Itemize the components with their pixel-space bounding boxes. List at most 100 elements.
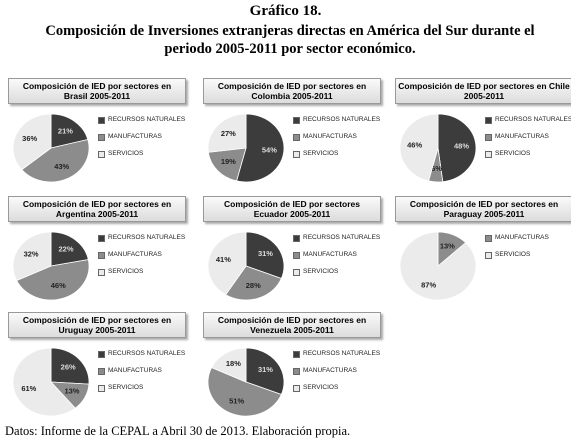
legend-item: SERVICIOS xyxy=(485,150,571,158)
legend-label: MANUFACTURAS xyxy=(108,367,162,374)
chart-panel: Composición de IED por sectores en Venez… xyxy=(201,312,383,424)
legend-item: SERVICIOS xyxy=(293,384,383,392)
legend-item: SERVICIOS xyxy=(485,251,571,259)
legend-swatch xyxy=(485,235,492,242)
pie-slice xyxy=(50,347,90,385)
chart-title: Composición de IED por sectores en Parag… xyxy=(395,196,571,222)
pie-chart: 26% 13% 61% xyxy=(12,347,90,417)
legend-item: SERVICIOS xyxy=(98,384,188,392)
legend-swatch xyxy=(98,134,105,141)
legend-item: MANUFACTURAS xyxy=(293,251,383,259)
pie-chart: 54% 19% 27% xyxy=(207,113,285,183)
chart-title: Composición de IED por sectores en Chile… xyxy=(395,78,571,104)
legend-swatch xyxy=(293,368,300,375)
pie-slice xyxy=(245,231,285,280)
legend-swatch xyxy=(293,269,300,276)
slice-label: 19% xyxy=(221,157,236,166)
chart-panel: Composición de IED por sectores en Brasi… xyxy=(6,78,188,190)
legend-swatch xyxy=(98,235,105,242)
slice-label: 18% xyxy=(226,359,241,368)
legend-swatch xyxy=(485,151,492,158)
legend-item: MANUFACTURAS xyxy=(98,133,188,141)
slice-label: 46% xyxy=(51,281,66,290)
legend: RECURSOS NATURALES MANUFACTURAS SERVICIOS xyxy=(98,234,188,285)
legend-label: SERVICIOS xyxy=(303,268,339,275)
pie-slice xyxy=(207,113,247,153)
chart-panel: Composición de IED por sectores en Colom… xyxy=(201,78,383,190)
legend-item: SERVICIOS xyxy=(293,150,383,158)
slice-label: 32% xyxy=(24,250,39,259)
legend-swatch xyxy=(293,151,300,158)
legend-item: RECURSOS NATURALES xyxy=(485,116,571,124)
legend-label: RECURSOS NATURALES xyxy=(108,116,186,123)
legend-swatch xyxy=(293,351,300,358)
legend-label: MANUFACTURAS xyxy=(303,251,357,258)
legend: RECURSOS NATURALES MANUFACTURAS SERVICIOS xyxy=(293,234,383,285)
legend-item: SERVICIOS xyxy=(98,268,188,276)
chart-panel: Composición de IED por sectores en Urugu… xyxy=(6,312,188,424)
chart-panel: Composición de IED por sectores en Chile… xyxy=(393,78,571,190)
pie-slice xyxy=(50,231,89,267)
legend-item: MANUFACTURAS xyxy=(485,234,571,242)
slice-label: 27% xyxy=(221,129,236,138)
legend-label: SERVICIOS xyxy=(303,384,339,391)
slice-label: 6% xyxy=(431,164,442,173)
legend-label: SERVICIOS xyxy=(108,384,144,391)
figure-subtitle: Composición de Inversiones extranjeras d… xyxy=(45,23,535,57)
chart-panel: Composición de IED por sectores Ecuador … xyxy=(201,196,383,308)
pie-slice xyxy=(225,265,282,301)
legend-label: MANUFACTURAS xyxy=(303,367,357,374)
legend-item: MANUFACTURAS xyxy=(293,133,383,141)
pie-chart: 31% 51% 18% xyxy=(207,347,285,417)
pie-slice xyxy=(16,259,90,301)
slice-label: 43% xyxy=(54,162,69,171)
pie-slice xyxy=(12,231,52,281)
chart-title: Composición de IED por sectores en Brasi… xyxy=(8,78,186,104)
legend: RECURSOS NATURALES MANUFACTURAS SERVICIOS xyxy=(293,116,383,167)
pie-slice xyxy=(236,113,285,183)
chart-title: Composición de IED por sectores en Colom… xyxy=(203,78,381,104)
chart-panel: Composición de IED por sectores en Argen… xyxy=(6,196,188,308)
legend-label: RECURSOS NATURALES xyxy=(495,116,571,123)
slice-label: 26% xyxy=(61,363,76,372)
legend-label: MANUFACTURAS xyxy=(108,251,162,258)
source-note: Datos: Informe de la CEPAL a Abril 30 de… xyxy=(5,424,351,438)
pie-slice xyxy=(399,113,439,182)
legend-swatch xyxy=(485,252,492,259)
slice-label: 21% xyxy=(58,126,73,135)
slice-label: 46% xyxy=(407,140,422,149)
pie-slice xyxy=(207,367,282,417)
legend-label: SERVICIOS xyxy=(495,251,531,258)
legend-item: SERVICIOS xyxy=(98,150,188,158)
slice-label: 87% xyxy=(421,280,436,289)
legend-swatch xyxy=(293,235,300,242)
slice-label: 48% xyxy=(454,142,469,151)
pie-slice xyxy=(399,231,477,301)
pie-slice xyxy=(207,147,247,182)
slice-label: 54% xyxy=(262,146,277,155)
legend-swatch xyxy=(485,134,492,141)
legend-swatch xyxy=(485,117,492,124)
legend-item: RECURSOS NATURALES xyxy=(98,234,188,242)
slice-label: 41% xyxy=(216,255,231,264)
legend: MANUFACTURAS SERVICIOS xyxy=(485,234,571,268)
legend: RECURSOS NATURALES MANUFACTURAS SERVICIOS xyxy=(485,116,571,167)
pie-slice xyxy=(437,113,477,183)
pie-chart: 13% 87% xyxy=(399,231,477,301)
legend-label: MANUFACTURAS xyxy=(108,133,162,140)
legend-item: SERVICIOS xyxy=(293,268,383,276)
pie-slice xyxy=(12,347,76,417)
figure-title: Gráfico 18. xyxy=(249,3,322,19)
legend: RECURSOS NATURALES MANUFACTURAS SERVICIOS xyxy=(98,350,188,401)
pie-chart: 48% 6% 46% xyxy=(399,113,477,183)
legend-item: MANUFACTURAS xyxy=(293,367,383,375)
legend-swatch xyxy=(293,252,300,259)
legend-label: SERVICIOS xyxy=(108,268,144,275)
pie-chart: 31% 28% 41% xyxy=(207,231,285,301)
legend-swatch xyxy=(293,385,300,392)
legend-item: MANUFACTURAS xyxy=(485,133,571,141)
legend-label: MANUFACTURAS xyxy=(495,133,549,140)
legend-swatch xyxy=(98,385,105,392)
legend-label: RECURSOS NATURALES xyxy=(303,234,381,241)
pie-slice xyxy=(245,347,285,396)
